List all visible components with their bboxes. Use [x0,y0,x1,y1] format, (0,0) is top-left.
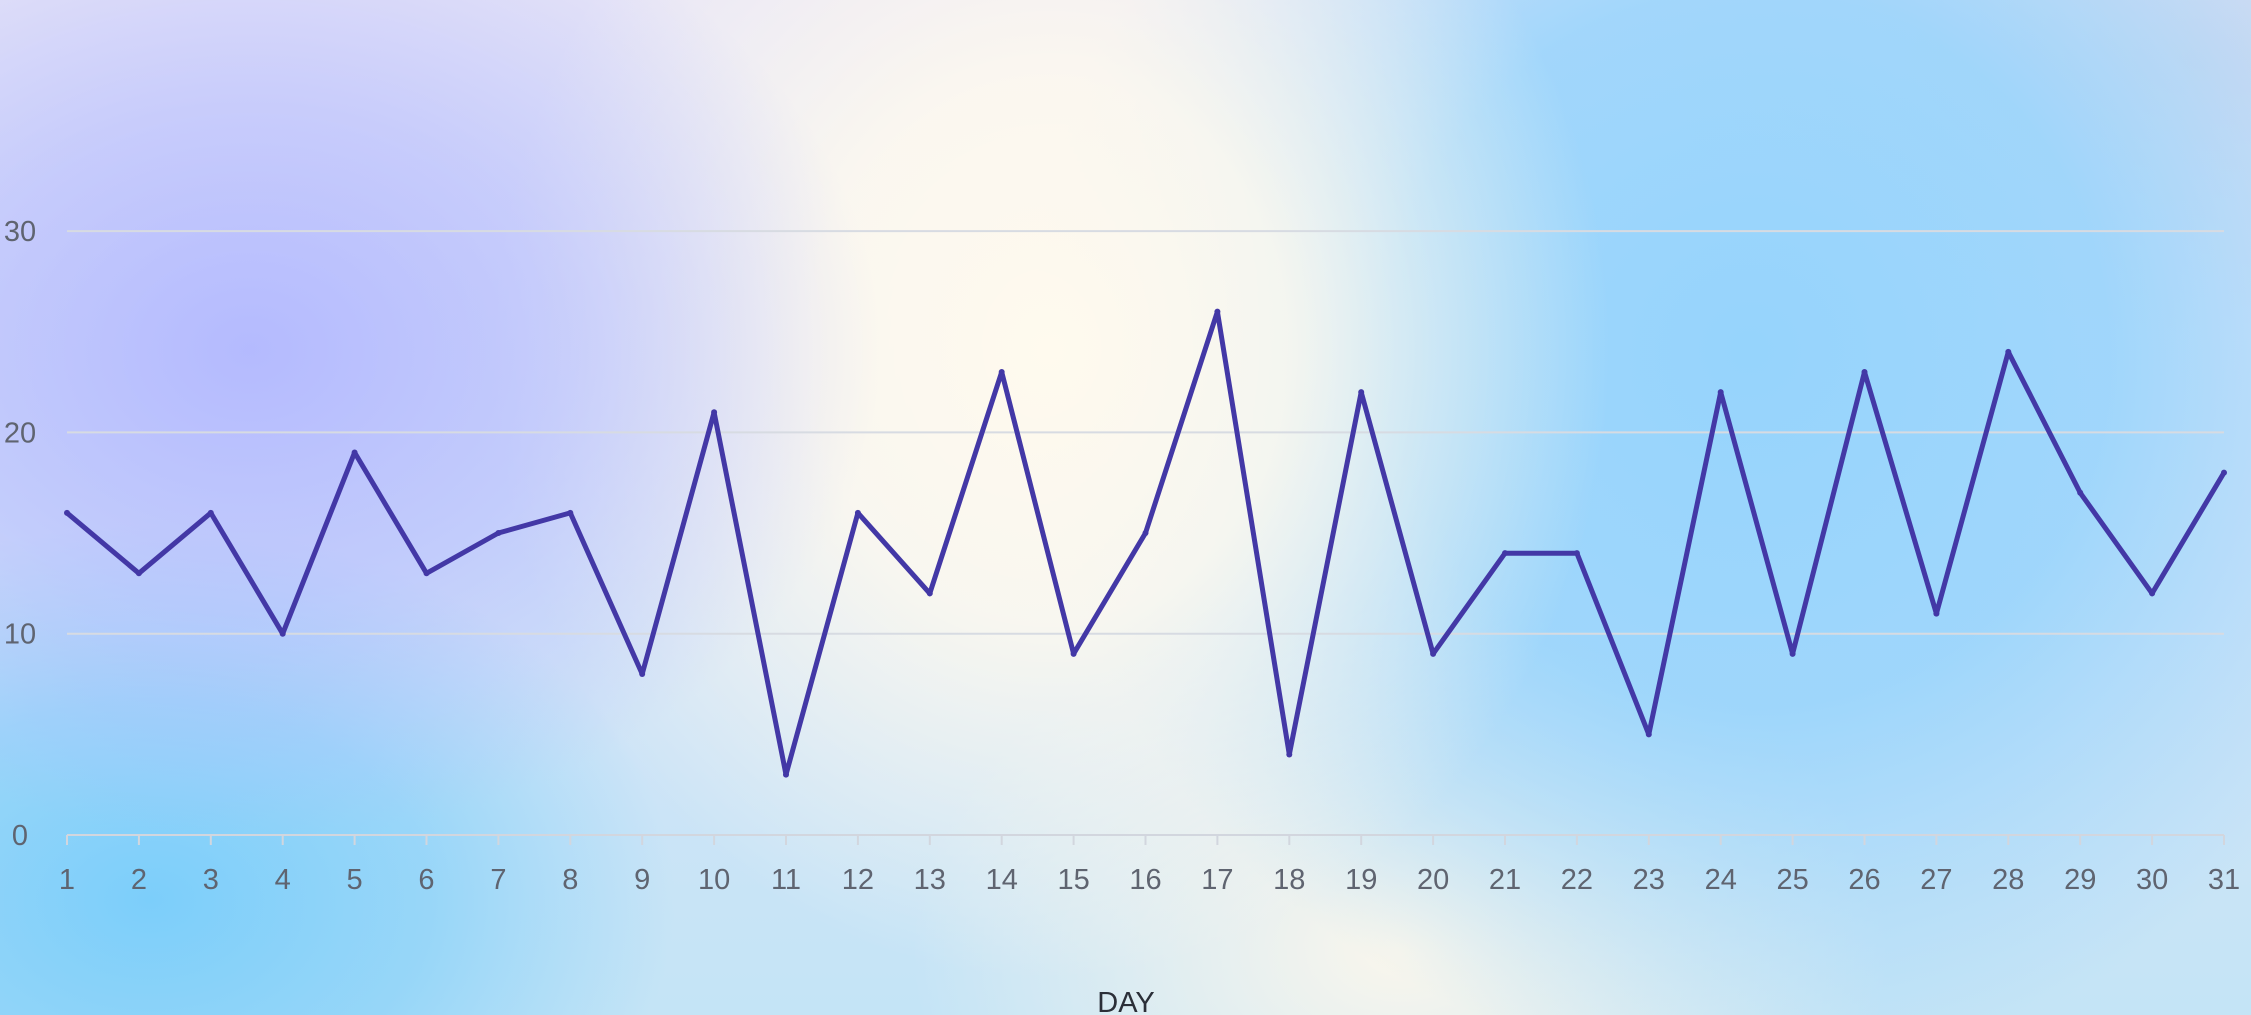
data-point [1070,650,1077,657]
x-tick-label: 25 [1776,864,1808,896]
data-point [279,630,286,637]
data-point [1214,308,1221,315]
data-point [1142,530,1149,537]
x-tick-label: 10 [698,864,730,896]
x-tick-label: 14 [986,864,1018,896]
series-line [64,309,2227,778]
data-point [1573,550,1580,557]
y-tick-label: 0 [12,820,28,852]
data-point [854,509,861,516]
x-tick-label: 24 [1705,864,1737,896]
x-axis-title: DAY [1097,987,1154,1015]
data-point [1358,389,1365,396]
x-tick-label: 2 [131,864,147,896]
data-point [1430,650,1437,657]
x-tick-label: 29 [2064,864,2096,896]
data-point [207,509,214,516]
data-point [1286,751,1293,758]
data-point [2149,590,2156,597]
x-tick-label: 8 [562,864,578,896]
data-point [998,369,1005,376]
x-tick-label: 4 [275,864,291,896]
x-tick-label: 5 [347,864,363,896]
x-tick-label: 3 [203,864,219,896]
data-point [495,530,502,537]
grid-layer [67,230,2224,635]
x-tick-label: 22 [1561,864,1593,896]
x-tick-label: 18 [1273,864,1305,896]
x-tick-label: 15 [1057,864,1089,896]
data-point [1502,550,1508,557]
x-tick-label: 17 [1201,864,1233,896]
data-point [2005,348,2012,355]
data-point [135,570,142,577]
x-tick-label: 30 [2136,864,2168,896]
x-tick-label: 12 [842,864,874,896]
x-tick-label: 27 [1920,864,1952,896]
data-point [1933,610,1940,617]
axis-layer [66,834,2225,845]
data-point [1717,389,1724,396]
x-tick-label: 11 [771,864,801,896]
x-tick-label: 7 [490,864,506,896]
data-point [64,509,70,516]
x-tick-label: 26 [1848,864,1880,896]
data-point [567,509,574,516]
x-tick-label: 16 [1129,864,1161,896]
data-point [783,771,789,778]
x-tick-label: 21 [1489,864,1521,896]
data-point [1645,731,1652,738]
data-point [2221,469,2227,476]
data-point [2077,489,2084,496]
data-point [926,590,933,597]
data-point [1861,369,1868,376]
y-tick-label: 20 [4,417,36,449]
x-tick-label: 23 [1633,864,1665,896]
data-point [423,570,430,577]
y-tick-label: 30 [4,216,36,248]
x-tick-label: 31 [2208,864,2240,896]
data-point [1789,650,1796,657]
series-layer [64,308,2227,778]
data-point [711,409,718,416]
x-tick-label: 1 [59,864,75,896]
data-point [639,670,646,677]
x-tick-label: 13 [914,864,946,896]
x-tick-label: 20 [1417,864,1449,896]
x-tick-label: 28 [1992,864,2024,896]
x-tick-label: 19 [1345,864,1377,896]
x-tick-label: 6 [418,864,434,896]
data-point [351,449,358,456]
y-tick-label: 10 [4,619,36,651]
x-tick-label: 9 [634,864,650,896]
